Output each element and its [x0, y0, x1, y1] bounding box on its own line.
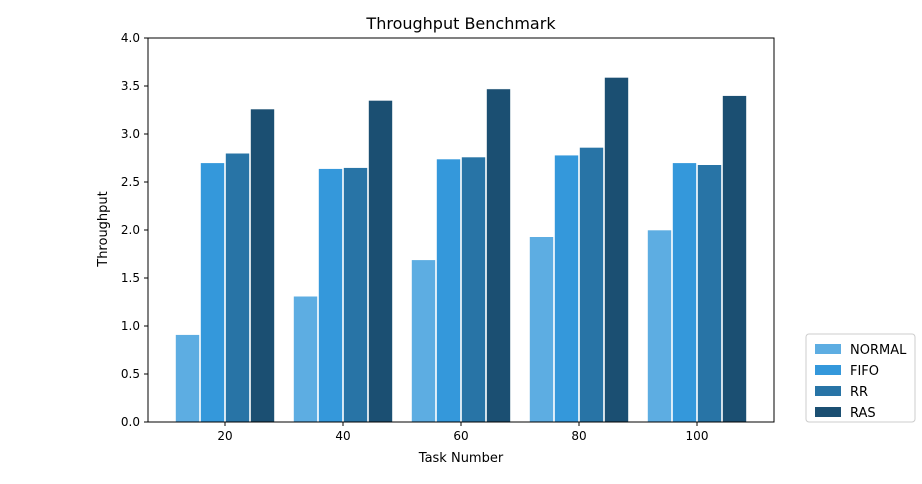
x-axis-label: Task Number	[418, 451, 504, 466]
bar-fifo-40	[318, 168, 343, 423]
y-tick-label: 4.0	[121, 31, 140, 45]
legend: NORMAL FIFO RR RAS	[805, 333, 916, 423]
plot-frame	[147, 37, 775, 423]
legend-frame	[805, 333, 916, 423]
bar-normal-20	[175, 334, 200, 423]
x-tick-label: 20	[217, 429, 232, 443]
y-axis-label: Throughput	[96, 191, 111, 268]
x-tick-label: 60	[453, 429, 468, 443]
legend-swatch-fifo	[815, 365, 841, 375]
legend-label-rr: RR	[850, 385, 868, 400]
chart-title: Throughput Benchmark	[365, 14, 556, 33]
bar-normal-100	[647, 229, 672, 423]
bar-ras-60	[486, 88, 511, 423]
bar-rr-20	[225, 152, 250, 423]
y-tick-label: 3.0	[121, 127, 140, 141]
legend-label-fifo: FIFO	[850, 364, 879, 379]
y-tick-label: 1.5	[121, 271, 140, 285]
bar-rr-100	[697, 164, 722, 423]
bar-normal-60	[411, 259, 436, 423]
legend-swatch-normal	[815, 344, 841, 354]
y-tick-label: 1.0	[121, 319, 140, 333]
y-tick-label: 2.0	[121, 223, 140, 237]
bar-rr-40	[343, 167, 368, 423]
y-tick-label: 3.5	[121, 79, 140, 93]
y-tick-label: 2.5	[121, 175, 140, 189]
bar-fifo-80	[554, 154, 579, 423]
bar-ras-40	[368, 100, 393, 423]
legend-label-normal: NORMAL	[850, 343, 907, 358]
bar-normal-40	[293, 295, 318, 423]
y-tick-label: 0.5	[121, 367, 140, 381]
bar-ras-80	[604, 77, 629, 423]
bar-rr-80	[579, 147, 604, 423]
bars-layer	[175, 77, 747, 423]
ticks-layer: 20 40 60 80 100 0.0 0.5 1.0 1.5 2.0 2.5 3.0 3.5 4.0	[121, 31, 709, 443]
bar-ras-20	[250, 108, 275, 423]
bar-fifo-100	[672, 162, 697, 423]
bar-normal-80	[529, 236, 554, 423]
legend-swatch-rr	[815, 386, 841, 396]
y-tick-label: 0.0	[121, 415, 140, 429]
bar-fifo-60	[436, 158, 461, 423]
x-tick-label: 100	[686, 429, 709, 443]
x-tick-label: 80	[571, 429, 586, 443]
bar-ras-100	[722, 95, 747, 423]
bar-fifo-20	[200, 162, 225, 423]
legend-label-ras: RAS	[850, 406, 876, 421]
x-tick-label: 40	[335, 429, 350, 443]
bar-rr-60	[461, 156, 486, 423]
legend-swatch-ras	[815, 407, 841, 417]
